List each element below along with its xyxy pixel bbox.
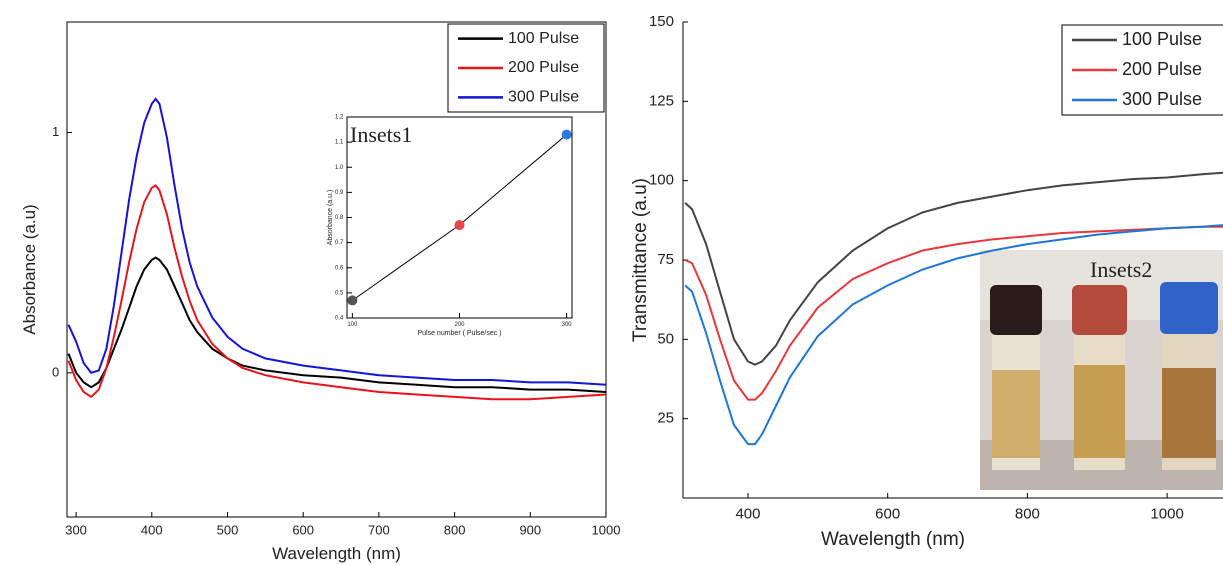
series-line (67, 256, 607, 393)
y-tick-label: 125 (649, 92, 674, 109)
y-tick-label: 25 (657, 410, 674, 427)
x-tick-label: 400 (141, 523, 163, 538)
y-axis-label: Transmittance (a.u) (630, 178, 651, 342)
legend-label: 100 Pulse (1122, 29, 1202, 49)
y-tick-label: 1 (52, 124, 59, 139)
y-axis-label: Absorbance (a.u) (20, 204, 39, 334)
point (561, 129, 572, 140)
x-tick-label: 300 (65, 523, 87, 538)
plot-frame (346, 116, 573, 319)
x-tick-label: 400 (735, 505, 760, 522)
legend-label: 200 Pulse (1122, 59, 1202, 79)
y-tick-label: 0.6 (335, 265, 344, 271)
series-line (67, 97, 607, 386)
y-tick-label: 1.1 (335, 140, 344, 146)
y-tick-label: 150 (649, 13, 674, 30)
legend-label: 200 Pulse (508, 59, 579, 76)
y-tick-label: 0.5 (335, 290, 344, 296)
x-tick-label: 900 (519, 523, 541, 538)
annotation: Insets2 (1090, 257, 1152, 282)
photo-inset (980, 250, 1223, 490)
x-tick-label: 200 (454, 322, 465, 328)
y-tick-label: 1.0 (335, 165, 344, 171)
series-line (352, 134, 567, 301)
x-tick-label: 1000 (1150, 505, 1183, 522)
x-axis-label: Pulse number ( Pulse/sec ) (417, 330, 501, 337)
x-tick-label: 500 (217, 523, 239, 538)
y-tick-label: 1.2 (335, 115, 344, 121)
legend-label: 300 Pulse (1122, 89, 1202, 109)
y-tick-label: 0.9 (335, 190, 344, 196)
y-tick-label: 0.7 (335, 240, 344, 246)
legend-label: 300 Pulse (508, 89, 579, 106)
y-axis-label: Absorbance (a.u.) (327, 190, 334, 246)
series-line (67, 184, 607, 401)
x-tick-label: 1000 (592, 523, 621, 538)
x-axis-label: Wavelength (nm) (821, 529, 965, 550)
x-tick-label: 600 (292, 523, 314, 538)
x-tick-label: 600 (875, 505, 900, 522)
series-line (684, 224, 1223, 446)
y-tick-label: 0.8 (335, 215, 344, 221)
y-tick-label: 0 (52, 364, 59, 379)
y-tick-label: 50 (657, 330, 674, 347)
point (347, 295, 358, 306)
x-tick-label: 800 (1015, 505, 1040, 522)
y-tick-label: 75 (657, 251, 674, 268)
series-line (684, 171, 1223, 366)
x-axis-label: Wavelength (nm) (272, 544, 401, 563)
point (454, 220, 465, 231)
x-tick-label: 300 (562, 322, 573, 328)
series-line (684, 225, 1223, 401)
x-tick-label: 100 (347, 322, 358, 328)
inset-title: Insets1 (350, 122, 412, 147)
x-tick-label: 800 (444, 523, 466, 538)
y-tick-label: 100 (649, 172, 674, 189)
legend-label: 100 Pulse (508, 30, 579, 47)
plot-frame (66, 21, 607, 518)
y-tick-label: 0.4 (335, 316, 344, 322)
x-tick-label: 700 (368, 523, 390, 538)
